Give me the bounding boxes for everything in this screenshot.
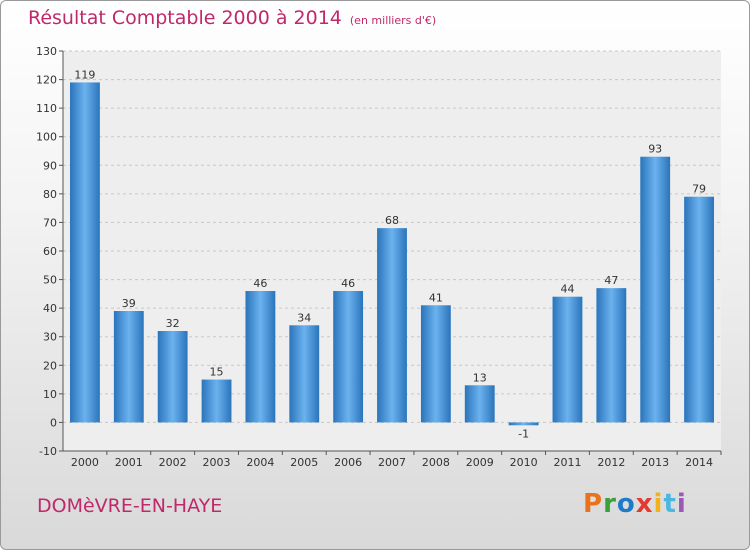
value-label-2005: 34	[297, 311, 311, 324]
x-tick-label-2000: 2000	[71, 456, 99, 469]
x-tick-label-2006: 2006	[334, 456, 362, 469]
x-tick-label-2007: 2007	[378, 456, 406, 469]
value-label-2014: 79	[692, 183, 706, 196]
bar-2005	[289, 325, 320, 423]
y-tick-label: -10	[39, 445, 57, 458]
x-tick-label-2011: 2011	[553, 456, 581, 469]
y-tick-label: 50	[43, 274, 57, 287]
y-tick-label: 60	[43, 245, 57, 258]
y-tick-label: 120	[36, 74, 57, 87]
bar-2003	[201, 379, 232, 423]
x-tick-label-2002: 2002	[159, 456, 187, 469]
x-tick-label-2010: 2010	[510, 456, 538, 469]
chart-title-text: Résultat Comptable 2000 à 2014	[28, 7, 342, 29]
bars: 119 39 32 15 46 34 46 68 41 13 -1 44 47 93 79	[70, 68, 714, 440]
value-label-2006: 46	[341, 277, 355, 290]
chart-unit: (en milliers d'€)	[349, 14, 437, 27]
logo-letter: P	[583, 489, 604, 519]
bar-2000	[70, 82, 100, 423]
value-label-2003: 15	[210, 366, 224, 379]
value-label-2007: 68	[385, 214, 399, 227]
value-label-2010: -1	[518, 427, 529, 440]
x-tick-label-2012: 2012	[597, 456, 625, 469]
x-tick-label-2003: 2003	[203, 456, 231, 469]
y-tick-label: 20	[43, 359, 57, 372]
value-label-2000: 119	[74, 68, 95, 81]
x-tick-label-2014: 2014	[685, 456, 713, 469]
y-tick-label: 130	[36, 45, 57, 58]
value-label-2011: 44	[560, 283, 574, 296]
y-tick-label: 10	[43, 388, 57, 401]
y-tick-label: 90	[43, 159, 57, 172]
bar-2014	[684, 196, 714, 423]
bar-2010	[508, 422, 539, 426]
y-tick-label: 40	[43, 302, 57, 315]
x-tick-label-2001: 2001	[115, 456, 143, 469]
y-tick-label: 30	[43, 331, 57, 344]
logo-letter: x	[635, 489, 654, 519]
bar-2006	[333, 291, 364, 423]
value-label-2009: 13	[473, 371, 487, 384]
bar-2007	[377, 228, 407, 423]
bar-2001	[113, 311, 144, 423]
bar-2009	[464, 385, 495, 423]
y-tick-label: 0	[50, 416, 57, 429]
commune-name: DOMèVRE-EN-HAYE	[37, 495, 223, 517]
y-tick-label: 100	[36, 131, 57, 144]
logo-letter: r	[603, 489, 617, 519]
logo-letter: i	[653, 489, 664, 519]
logo-letter: o	[616, 489, 636, 519]
value-label-2012: 47	[604, 274, 618, 287]
y-tick-label: 80	[43, 188, 57, 201]
bar-2012	[596, 288, 627, 423]
bar-2004	[245, 291, 276, 423]
value-label-2004: 46	[253, 277, 267, 290]
value-label-2001: 39	[122, 297, 136, 310]
axes: -10 0 10 20 30 40 50 60 70 80 90 100 110 120 130 2000 20…	[36, 45, 722, 469]
x-tick-label-2009: 2009	[466, 456, 494, 469]
y-tick-label: 70	[43, 216, 57, 229]
x-tick-label-2004: 2004	[246, 456, 274, 469]
bar-2013	[640, 156, 671, 423]
x-tick-label-2013: 2013	[641, 456, 669, 469]
value-label-2002: 32	[166, 317, 180, 330]
value-label-2008: 41	[429, 291, 443, 304]
bar-2008	[420, 305, 451, 423]
bar-2011	[552, 296, 583, 423]
chart-title: Résultat Comptable 2000 à 2014 (en millie…	[28, 7, 436, 29]
logo-letter: t	[663, 489, 677, 519]
x-tick-label-2008: 2008	[422, 456, 450, 469]
x-tick-label-2005: 2005	[290, 456, 318, 469]
proxiti-logo[interactable]: Proxiti	[583, 489, 687, 519]
value-label-2013: 93	[648, 143, 662, 156]
logo-letter: i	[676, 489, 687, 519]
bar-2002	[157, 331, 188, 423]
y-tick-label: 110	[36, 102, 57, 115]
